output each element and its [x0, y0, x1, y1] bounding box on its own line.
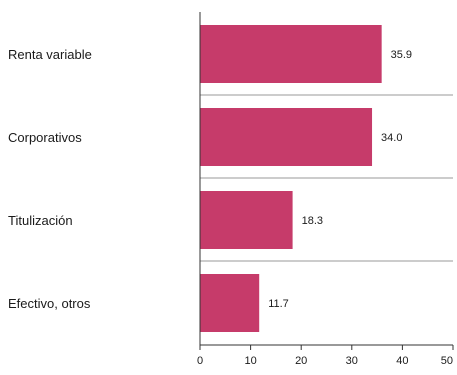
bar-renta-variable [200, 25, 382, 83]
x-tick-label: 0 [197, 355, 203, 367]
bar-efectivo-otros [200, 274, 260, 332]
value-labels: 35.9 34.0 18.3 11.7 [268, 49, 412, 310]
bar-value-label: 11.7 [268, 298, 289, 310]
category-label: Renta variable [8, 47, 92, 62]
bar-value-label: 34.0 [381, 132, 402, 144]
bar-corporativos [200, 108, 373, 166]
category-label: Corporativos [8, 130, 82, 145]
x-tick-label: 40 [396, 355, 408, 367]
bars [200, 25, 382, 332]
x-tick-label: 50 [441, 355, 453, 367]
category-labels: Renta variable Corporativos Titulización Ef… [8, 47, 92, 311]
x-tick-label: 20 [295, 355, 307, 367]
axes [199, 12, 453, 346]
category-label: Efectivo, otros [8, 296, 91, 311]
bar-value-label: 35.9 [391, 49, 412, 61]
category-label: Titulización [8, 213, 73, 228]
bar-titulizaci-n [200, 191, 293, 249]
category-separators [200, 94, 453, 262]
x-tick-label: 30 [346, 355, 358, 367]
bar-value-label: 18.3 [302, 215, 323, 227]
x-axis-ticks: 0 10 20 30 40 50 [197, 345, 454, 367]
x-tick-label: 10 [244, 355, 256, 367]
